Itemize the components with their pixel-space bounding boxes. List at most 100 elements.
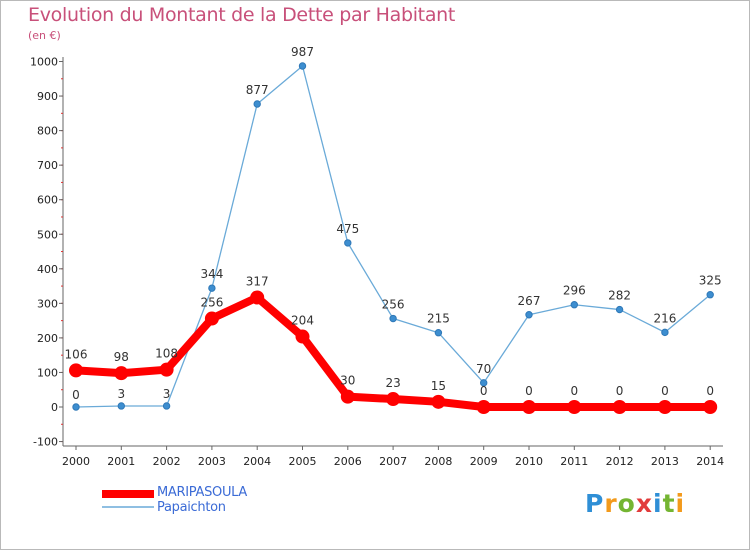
proxiti-logo: Proxiti	[585, 489, 685, 518]
data-point-maripasoula	[295, 329, 310, 344]
legend-swatch-maripasoula	[102, 490, 154, 498]
data-label-papaichton: 475	[336, 222, 359, 236]
x-tick-label: 2009	[470, 455, 498, 468]
data-point-maripasoula	[522, 400, 536, 414]
y-tick-label: 0	[51, 401, 58, 414]
x-tick-label: 2014	[696, 455, 724, 468]
data-label-papaichton: 216	[653, 311, 676, 325]
x-tick-label: 2001	[107, 455, 135, 468]
data-point-papaichton	[208, 284, 216, 292]
y-tick-label: 900	[37, 90, 58, 103]
data-point-papaichton	[253, 100, 261, 108]
data-point-papaichton	[434, 329, 443, 337]
axes: -100010020030040050060070080090010002000…	[30, 56, 724, 469]
y-tick-label: 500	[37, 228, 58, 241]
data-label-maripasoula: 0	[616, 384, 624, 398]
data-label-papaichton: 70	[476, 362, 491, 376]
data-point-papaichton	[661, 328, 669, 337]
x-tick-label: 2002	[153, 455, 181, 468]
x-tick-label: 2008	[424, 455, 452, 468]
data-label-maripasoula: 0	[570, 384, 578, 398]
data-label-maripasoula: 204	[291, 314, 314, 328]
chart-subtitle: (en €)	[28, 29, 61, 42]
logo-letter: o	[617, 489, 636, 518]
data-point-papaichton	[72, 403, 80, 411]
x-tick-label: 2011	[560, 455, 588, 468]
data-label-papaichton: 296	[563, 284, 586, 298]
x-tick-label: 2004	[243, 455, 271, 468]
legend-label-maripasoula: MARIPASOULA	[157, 485, 248, 500]
data-point-papaichton	[570, 301, 578, 309]
x-tick-label: 2010	[515, 455, 543, 468]
data-point-maripasoula	[250, 290, 265, 305]
data-label-papaichton: 987	[291, 45, 314, 59]
data-label-maripasoula: 0	[480, 384, 488, 398]
legend-label-papaichton: Papaichton	[157, 500, 226, 515]
data-point-papaichton	[706, 291, 714, 299]
data-label-maripasoula: 0	[706, 384, 714, 398]
data-point-papaichton	[298, 62, 307, 70]
y-tick-label: 300	[37, 297, 58, 310]
logo-letter: i	[675, 489, 686, 518]
data-label-papaichton: 325	[699, 274, 722, 288]
data-label-maripasoula: 317	[246, 274, 269, 288]
data-point-papaichton	[117, 402, 126, 410]
data-label-maripasoula: 106	[65, 347, 88, 361]
data-point-maripasoula	[612, 400, 627, 414]
data-point-maripasoula	[567, 400, 582, 414]
data-label-papaichton: 3	[163, 387, 171, 401]
y-tick-label: 200	[37, 332, 58, 345]
data-label-papaichton: 267	[518, 294, 541, 308]
data-label-maripasoula: 0	[525, 384, 533, 398]
logo-letter: r	[604, 489, 618, 518]
data-label-maripasoula: 98	[114, 350, 129, 364]
y-tick-label: 700	[37, 159, 58, 172]
x-tick-label: 2007	[379, 455, 407, 468]
y-tick-label: -100	[33, 436, 58, 449]
x-tick-label: 2012	[606, 455, 634, 468]
data-label-papaichton: 3	[117, 387, 125, 401]
data-label-papaichton: 877	[246, 83, 269, 97]
data-point-maripasoula	[159, 362, 174, 377]
data-label-maripasoula: 30	[340, 374, 355, 388]
y-tick-label: 800	[37, 125, 58, 138]
data-point-papaichton	[344, 239, 352, 247]
logo-letter: P	[585, 489, 605, 518]
chart-title: Evolution du Montant de la Dette par Hab…	[28, 4, 456, 26]
data-point-papaichton	[389, 314, 397, 323]
y-tick-label: 100	[37, 366, 58, 379]
data-label-maripasoula: 108	[155, 347, 178, 361]
data-point-papaichton	[615, 305, 624, 314]
data-label-papaichton: 344	[200, 267, 223, 281]
data-point-maripasoula	[69, 363, 83, 378]
logo-letter: t	[662, 489, 676, 518]
y-tick-label: 1000	[30, 56, 58, 69]
x-tick-label: 2005	[289, 455, 317, 468]
y-tick-label: 400	[37, 263, 58, 276]
series-layer	[69, 62, 718, 414]
data-point-maripasoula	[476, 400, 491, 414]
data-point-maripasoula	[114, 366, 129, 381]
data-label-papaichton: 0	[72, 388, 80, 402]
data-point-maripasoula	[657, 400, 672, 414]
data-label-maripasoula: 256	[200, 296, 223, 310]
data-labels: 106 98 108 256 317 204 30 23 15 0 0 0 0 0 0 0 3 3 344 877 98…	[65, 45, 722, 402]
data-label-papaichton: 282	[608, 289, 631, 303]
logo-letter: x	[635, 489, 653, 518]
data-label-papaichton: 256	[382, 298, 405, 312]
data-point-papaichton	[162, 402, 171, 410]
data-point-maripasoula	[386, 392, 401, 407]
data-point-maripasoula	[703, 400, 718, 414]
logo-letter: i	[653, 489, 663, 518]
x-tick-label: 2000	[62, 455, 90, 468]
data-label-maripasoula: 15	[431, 379, 446, 393]
data-point-maripasoula	[204, 311, 219, 326]
y-tick-label: 600	[37, 194, 58, 207]
data-label-maripasoula: 23	[385, 376, 400, 390]
data-point-papaichton	[525, 311, 533, 319]
x-tick-label: 2006	[334, 455, 362, 468]
x-tick-label: 2003	[198, 455, 226, 468]
data-point-papaichton	[480, 379, 488, 387]
